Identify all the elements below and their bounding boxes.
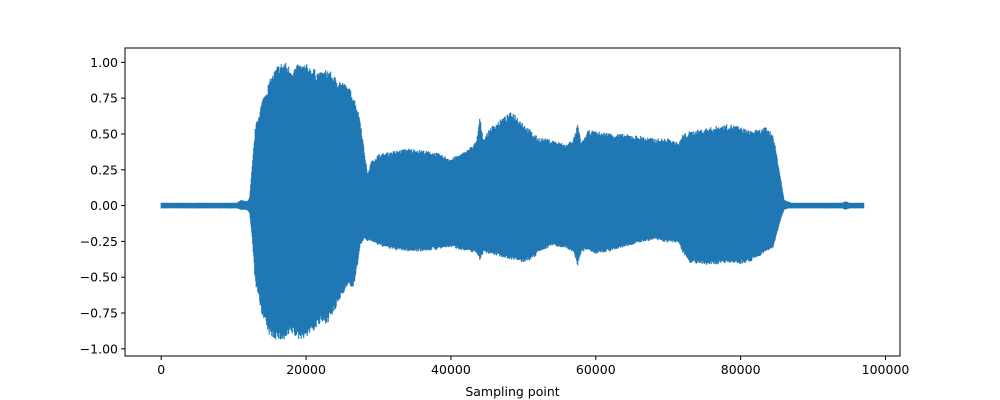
x-axis-label: Sampling point <box>465 384 559 399</box>
y-tick-label: 0.00 <box>90 198 118 213</box>
y-axis: 1.00 0.75 0.50 0.25 0.00 −0.25 −0.50 −0.75 −1.00 <box>80 55 125 356</box>
y-tick-label: 0.50 <box>90 126 118 141</box>
x-tick-label: 100000 <box>862 362 910 377</box>
y-tick-label: −0.75 <box>80 306 118 321</box>
waveform-series <box>160 62 865 340</box>
x-axis: 0 20000 40000 60000 80000 100000 <box>157 356 909 377</box>
x-tick-label: 80000 <box>721 362 761 377</box>
y-tick-label: 1.00 <box>90 55 118 70</box>
y-tick-label: −1.00 <box>80 341 118 356</box>
x-tick-label: 20000 <box>286 362 326 377</box>
x-tick-label: 60000 <box>576 362 616 377</box>
y-tick-label: −0.50 <box>80 270 118 285</box>
y-tick-label: −0.25 <box>80 234 118 249</box>
axes-frame <box>124 47 901 357</box>
y-tick-label: 0.75 <box>90 91 118 106</box>
y-tick-label: 0.25 <box>90 162 118 177</box>
x-tick-label: 40000 <box>431 362 471 377</box>
x-tick-label: 0 <box>157 362 165 377</box>
plot-content <box>160 62 865 340</box>
